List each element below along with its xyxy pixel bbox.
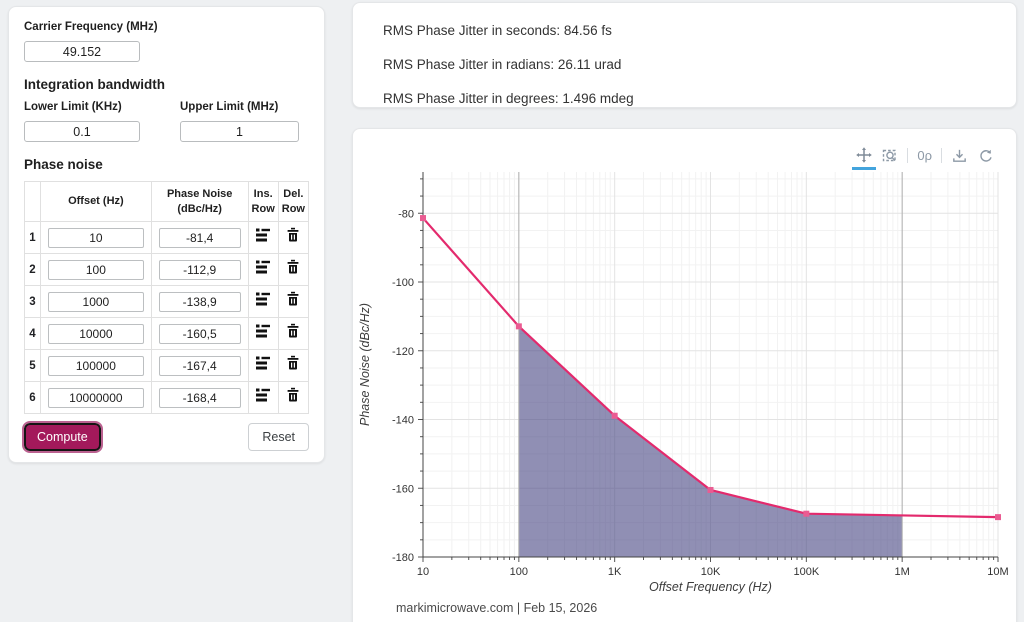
offset-input[interactable] — [47, 387, 144, 408]
row-index: 6 — [24, 381, 41, 414]
svg-text:10M: 10M — [987, 566, 1008, 578]
trash-icon — [287, 355, 299, 370]
table-row: 6 — [24, 381, 310, 414]
phase-noise-input[interactable] — [158, 291, 241, 312]
phase-noise-chart[interactable]: 10 100 1K 10K 100K 1M 10M -80 -100 -120 -140 -160 -1… — [353, 129, 1018, 622]
jitter-degrees-text: RMS Phase Jitter in degrees: 1.496 mdeg — [383, 91, 634, 106]
phase-noise-heading: Phase noise — [24, 157, 103, 172]
refresh-icon[interactable] — [977, 147, 994, 164]
insert-row-header: Ins. Row — [247, 181, 279, 222]
phase-noise-input[interactable] — [158, 355, 241, 376]
phase-noise-input[interactable] — [158, 227, 241, 248]
integration-bandwidth-heading: Integration bandwidth — [24, 77, 165, 92]
chart-toolbar: 0ρ — [852, 146, 994, 170]
insert-row-button[interactable] — [255, 259, 271, 275]
svg-text:Offset Frequency (Hz): Offset Frequency (Hz) — [649, 580, 772, 594]
table-row: 2 — [24, 253, 310, 286]
offset-input[interactable] — [47, 227, 144, 248]
carrier-frequency-input[interactable] — [24, 41, 140, 62]
reset-button[interactable]: Reset — [248, 423, 309, 451]
insert-row-button[interactable] — [255, 323, 271, 339]
delete-row-button[interactable] — [285, 355, 301, 371]
lower-limit-input[interactable] — [24, 121, 140, 142]
trash-icon — [287, 323, 299, 338]
phase-noise-header: Phase Noise (dBc/Hz) — [150, 181, 249, 222]
row-index: 4 — [24, 317, 41, 350]
insert-row-icon — [256, 356, 271, 370]
chart-caption: markimicrowave.com | Feb 15, 2026 — [396, 601, 598, 615]
carrier-frequency-label: Carrier Frequency (MHz) — [24, 21, 158, 33]
chart-card: 0ρ 10 100 1K 10K 100K 1M 10M -80 -100 -120 -140 -16… — [352, 128, 1017, 622]
svg-text:-160: -160 — [392, 483, 414, 495]
trash-icon — [287, 259, 299, 274]
svg-text:1K: 1K — [608, 566, 622, 578]
phase-noise-input[interactable] — [158, 259, 241, 280]
offset-input[interactable] — [47, 355, 144, 376]
row-index: 1 — [24, 221, 41, 254]
row-index: 2 — [24, 253, 41, 286]
trash-icon — [287, 387, 299, 402]
insert-row-icon — [256, 228, 271, 242]
offset-input[interactable] — [47, 323, 144, 344]
offset-header: Offset (Hz) — [39, 181, 152, 222]
delete-row-button[interactable] — [285, 259, 301, 275]
insert-row-icon — [256, 260, 271, 274]
svg-text:-100: -100 — [392, 277, 414, 289]
svg-text:Phase Noise (dBc/Hz): Phase Noise (dBc/Hz) — [358, 303, 372, 426]
svg-text:-80: -80 — [398, 208, 414, 220]
lower-limit-label: Lower Limit (KHz) — [24, 101, 122, 113]
insert-row-button[interactable] — [255, 387, 271, 403]
table-row: 5 — [24, 349, 310, 382]
row-index: 3 — [24, 285, 41, 318]
jitter-radians-text: RMS Phase Jitter in radians: 26.11 urad — [383, 57, 622, 72]
toolbar-divider — [907, 147, 909, 163]
delete-row-button[interactable] — [285, 291, 301, 307]
svg-text:100K: 100K — [793, 566, 819, 578]
pan-icon[interactable] — [852, 146, 877, 170]
delete-row-button[interactable] — [285, 323, 301, 339]
row-index: 5 — [24, 349, 41, 382]
trash-icon — [287, 227, 299, 242]
offset-input[interactable] — [47, 291, 144, 312]
svg-text:-180: -180 — [392, 552, 414, 564]
table-header-row: Offset (Hz) Phase Noise (dBc/Hz) Ins. Ro… — [24, 181, 310, 222]
results-card: RMS Phase Jitter in seconds: 84.56 fs RM… — [352, 2, 1017, 108]
upper-limit-label: Upper Limit (MHz) — [180, 101, 279, 113]
svg-text:10: 10 — [417, 566, 429, 578]
offset-input[interactable] — [47, 259, 144, 280]
index-header — [24, 181, 41, 222]
insert-row-button[interactable] — [255, 291, 271, 307]
table-row: 4 — [24, 317, 310, 350]
svg-text:100: 100 — [510, 566, 528, 578]
trash-icon — [287, 291, 299, 306]
phase-noise-input[interactable] — [158, 323, 241, 344]
delete-row-button[interactable] — [285, 387, 301, 403]
phase-noise-table: Offset (Hz) Phase Noise (dBc/Hz) Ins. Ro… — [24, 181, 310, 414]
jitter-seconds-text: RMS Phase Jitter in seconds: 84.56 fs — [383, 23, 612, 38]
compute-button[interactable]: Compute — [22, 421, 103, 453]
box-zoom-icon[interactable] — [882, 147, 898, 164]
table-row: 3 — [24, 285, 310, 318]
inputs-card: Carrier Frequency (MHz) Integration band… — [8, 6, 325, 463]
integration-limits-row: Lower Limit (KHz) Upper Limit (MHz) — [24, 101, 309, 142]
insert-row-icon — [256, 388, 271, 402]
insert-row-icon — [256, 324, 271, 338]
delete-row-button[interactable] — [285, 227, 301, 243]
insert-row-button[interactable] — [255, 355, 271, 371]
svg-text:-140: -140 — [392, 415, 414, 427]
svg-text:10K: 10K — [701, 566, 721, 578]
toolbar-divider — [941, 147, 942, 163]
svg-text:-120: -120 — [392, 346, 414, 358]
phase-noise-input[interactable] — [158, 387, 241, 408]
svg-text:1M: 1M — [895, 566, 910, 578]
upper-limit-input[interactable] — [180, 121, 299, 142]
download-icon[interactable] — [951, 147, 968, 164]
insert-row-icon — [256, 292, 271, 306]
delete-row-header: Del. Row — [277, 181, 310, 222]
table-row: 1 — [24, 221, 310, 254]
reset-zoom-icon[interactable]: 0ρ — [917, 147, 932, 163]
insert-row-button[interactable] — [255, 227, 271, 243]
